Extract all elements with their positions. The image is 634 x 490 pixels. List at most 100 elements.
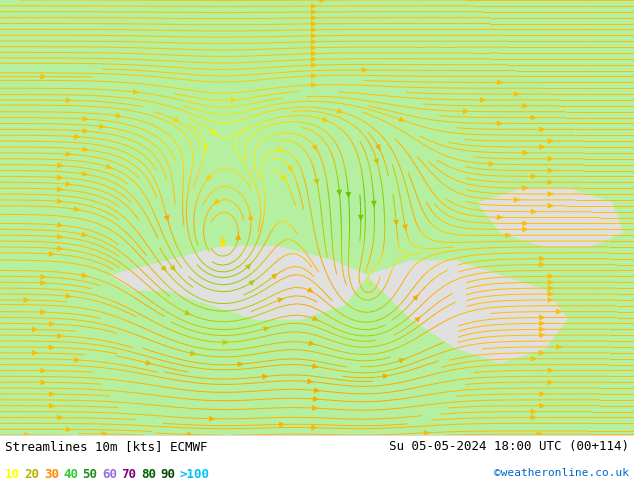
FancyArrowPatch shape xyxy=(540,127,544,132)
Text: 60: 60 xyxy=(102,468,117,481)
Polygon shape xyxy=(367,261,567,363)
FancyArrowPatch shape xyxy=(548,298,553,302)
FancyArrowPatch shape xyxy=(313,397,318,401)
FancyArrowPatch shape xyxy=(41,380,46,385)
FancyArrowPatch shape xyxy=(311,74,316,78)
FancyArrowPatch shape xyxy=(531,115,536,120)
FancyArrowPatch shape xyxy=(207,175,211,180)
Text: 20: 20 xyxy=(24,468,39,481)
Text: 80: 80 xyxy=(141,468,156,481)
Text: Su 05-05-2024 18:00 UTC (00+114): Su 05-05-2024 18:00 UTC (00+114) xyxy=(389,440,629,453)
FancyArrowPatch shape xyxy=(249,280,254,285)
FancyArrowPatch shape xyxy=(41,74,46,79)
FancyArrowPatch shape xyxy=(171,266,176,271)
FancyArrowPatch shape xyxy=(548,192,553,196)
FancyArrowPatch shape xyxy=(221,242,225,246)
FancyArrowPatch shape xyxy=(32,351,37,355)
FancyArrowPatch shape xyxy=(75,358,79,362)
FancyArrowPatch shape xyxy=(58,187,62,192)
FancyArrowPatch shape xyxy=(540,327,544,332)
FancyArrowPatch shape xyxy=(531,174,536,178)
FancyArrowPatch shape xyxy=(399,359,404,363)
FancyArrowPatch shape xyxy=(322,117,328,121)
FancyArrowPatch shape xyxy=(67,427,71,432)
FancyArrowPatch shape xyxy=(74,207,79,211)
FancyArrowPatch shape xyxy=(311,4,316,8)
FancyArrowPatch shape xyxy=(41,281,46,285)
FancyArrowPatch shape xyxy=(58,416,62,420)
FancyArrowPatch shape xyxy=(548,139,553,144)
FancyArrowPatch shape xyxy=(424,431,429,435)
FancyArrowPatch shape xyxy=(58,235,62,239)
FancyArrowPatch shape xyxy=(58,163,62,168)
FancyArrowPatch shape xyxy=(498,121,502,125)
FancyArrowPatch shape xyxy=(514,197,519,202)
FancyArrowPatch shape xyxy=(49,404,54,408)
Text: 10: 10 xyxy=(5,468,20,481)
FancyArrowPatch shape xyxy=(309,341,314,345)
FancyArrowPatch shape xyxy=(280,422,284,427)
FancyArrowPatch shape xyxy=(58,175,62,180)
FancyArrowPatch shape xyxy=(548,292,553,296)
FancyArrowPatch shape xyxy=(41,368,46,373)
FancyArrowPatch shape xyxy=(83,147,87,151)
FancyArrowPatch shape xyxy=(399,117,404,122)
FancyArrowPatch shape xyxy=(116,114,121,118)
FancyArrowPatch shape xyxy=(540,351,544,355)
FancyArrowPatch shape xyxy=(288,166,292,172)
FancyArrowPatch shape xyxy=(223,340,228,344)
FancyArrowPatch shape xyxy=(238,362,243,367)
FancyArrowPatch shape xyxy=(481,98,485,102)
FancyArrowPatch shape xyxy=(58,223,62,227)
FancyArrowPatch shape xyxy=(82,172,87,176)
FancyArrowPatch shape xyxy=(311,51,316,56)
Text: 40: 40 xyxy=(63,468,78,481)
FancyArrowPatch shape xyxy=(540,321,544,326)
FancyArrowPatch shape xyxy=(58,334,62,338)
FancyArrowPatch shape xyxy=(281,175,286,181)
FancyArrowPatch shape xyxy=(362,68,366,72)
Text: 70: 70 xyxy=(121,468,136,481)
FancyArrowPatch shape xyxy=(307,288,313,292)
FancyArrowPatch shape xyxy=(312,425,316,430)
FancyArrowPatch shape xyxy=(383,374,388,379)
Text: >100: >100 xyxy=(179,468,210,481)
FancyArrowPatch shape xyxy=(498,215,502,220)
FancyArrowPatch shape xyxy=(83,129,87,133)
FancyArrowPatch shape xyxy=(540,263,544,267)
FancyArrowPatch shape xyxy=(394,220,398,226)
Text: Streamlines 10m [kts] ECMWF: Streamlines 10m [kts] ECMWF xyxy=(5,440,207,453)
FancyArrowPatch shape xyxy=(314,179,319,185)
FancyArrowPatch shape xyxy=(264,327,269,331)
FancyArrowPatch shape xyxy=(557,310,561,314)
FancyArrowPatch shape xyxy=(311,83,316,87)
FancyArrowPatch shape xyxy=(82,232,87,237)
Polygon shape xyxy=(478,189,623,246)
FancyArrowPatch shape xyxy=(548,203,553,208)
FancyArrowPatch shape xyxy=(311,57,316,62)
FancyArrowPatch shape xyxy=(376,145,380,150)
FancyArrowPatch shape xyxy=(548,180,553,185)
FancyArrowPatch shape xyxy=(346,193,351,198)
FancyArrowPatch shape xyxy=(41,275,46,279)
FancyArrowPatch shape xyxy=(83,117,87,121)
FancyArrowPatch shape xyxy=(102,432,107,436)
FancyArrowPatch shape xyxy=(548,368,553,373)
FancyArrowPatch shape xyxy=(311,10,316,14)
FancyArrowPatch shape xyxy=(25,433,30,437)
FancyArrowPatch shape xyxy=(413,295,418,300)
FancyArrowPatch shape xyxy=(415,317,420,322)
FancyArrowPatch shape xyxy=(190,351,195,355)
FancyArrowPatch shape xyxy=(359,215,363,221)
FancyArrowPatch shape xyxy=(548,274,553,279)
FancyArrowPatch shape xyxy=(246,264,251,269)
FancyArrowPatch shape xyxy=(557,344,561,349)
FancyArrowPatch shape xyxy=(162,266,166,271)
FancyArrowPatch shape xyxy=(272,274,277,279)
FancyArrowPatch shape xyxy=(58,246,62,251)
FancyArrowPatch shape xyxy=(540,333,544,338)
FancyArrowPatch shape xyxy=(523,186,527,190)
FancyArrowPatch shape xyxy=(204,146,209,151)
FancyArrowPatch shape xyxy=(548,380,553,385)
FancyArrowPatch shape xyxy=(540,145,544,149)
